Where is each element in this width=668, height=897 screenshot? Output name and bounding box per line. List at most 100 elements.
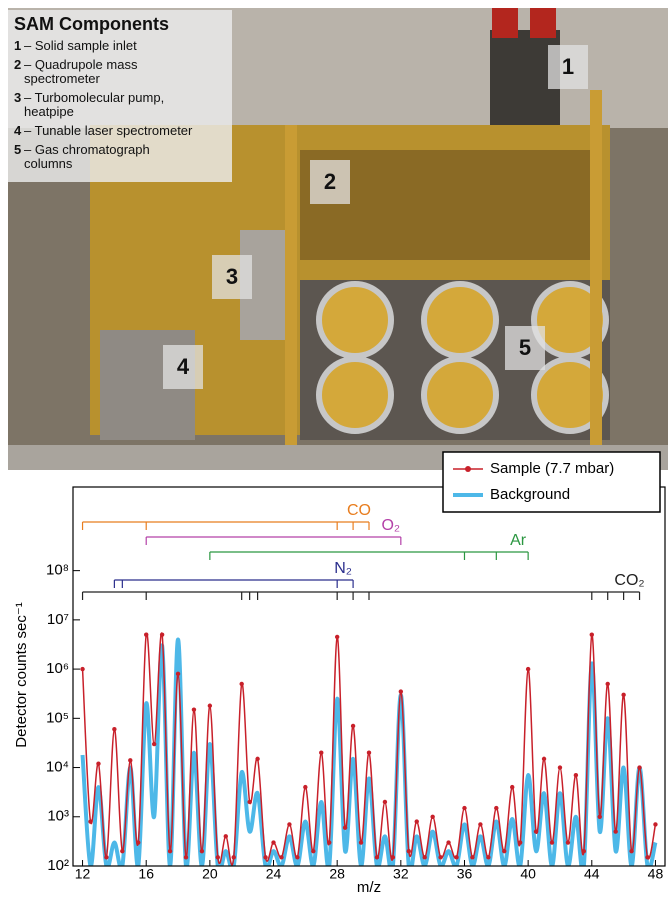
data-point: [613, 829, 618, 834]
component-text: – Gas chromatograph columns: [24, 142, 150, 171]
data-point: [557, 765, 563, 770]
x-tick-label: 16: [138, 866, 154, 882]
photo-marker: 4: [163, 345, 203, 389]
component-text: – Turbomolecular pump, heatpipe: [24, 90, 165, 119]
photo-marker: 3: [212, 255, 252, 299]
annotation-label: CO₂: [614, 572, 644, 589]
data-point: [311, 848, 316, 854]
component-item: 4– Tunable laser spectrometer: [14, 124, 226, 138]
component-number: 2: [14, 57, 22, 72]
data-point: [462, 805, 467, 811]
data-point: [637, 765, 642, 770]
legend-box: [442, 451, 661, 513]
data-point: [541, 756, 547, 762]
x-tick-label: 36: [457, 866, 473, 882]
x-tick-label: 44: [584, 866, 600, 882]
data-point: [533, 829, 539, 834]
x-tick-label: 20: [202, 866, 218, 882]
data-point: [104, 855, 109, 860]
data-point: [175, 671, 181, 677]
photo-marker: 5: [505, 326, 545, 370]
data-point: [510, 784, 515, 790]
data-point: [573, 772, 579, 778]
data-point: [334, 634, 340, 640]
y-tick-label: 10⁴: [46, 759, 69, 776]
annotation-label: Ar: [510, 532, 527, 549]
data-point: [239, 681, 244, 687]
data-point: [80, 666, 85, 672]
data-point: [502, 848, 507, 854]
data-point: [430, 814, 435, 819]
component-item: 2– Quadrupole mass spectrometer: [14, 58, 226, 86]
post: [590, 90, 602, 450]
plot-frame: [72, 486, 666, 867]
data-point: [470, 855, 475, 860]
data-point: [271, 840, 276, 845]
data-point: [629, 848, 634, 854]
data-point: [605, 681, 610, 687]
data-point: [247, 799, 252, 805]
component-number: 4: [14, 123, 22, 138]
photo-title: SAM Components: [14, 14, 169, 34]
data-point: [398, 689, 404, 694]
component-number: 3: [14, 90, 22, 105]
data-point: [358, 840, 364, 845]
y-tick-label: 10⁸: [46, 562, 69, 579]
data-point: [223, 834, 228, 839]
photo-marker: 1: [548, 45, 588, 89]
x-tick-label: 12: [75, 866, 91, 882]
data-point: [231, 855, 236, 860]
inlet-cap: [530, 8, 556, 38]
legend-marker: [465, 466, 471, 472]
data-point: [263, 855, 268, 860]
component-item: 5– Gas chromatograph columns: [14, 143, 226, 171]
data-point: [494, 805, 499, 811]
module: [300, 150, 600, 260]
data-point: [207, 703, 213, 708]
data-point: [199, 848, 205, 854]
component-number: 1: [14, 38, 22, 53]
photo-marker: 2: [310, 160, 350, 204]
component-text: – Solid sample inlet: [24, 38, 137, 53]
y-tick-label: 10⁶: [46, 660, 69, 677]
data-point: [366, 750, 372, 755]
data-point: [88, 819, 93, 824]
data-point: [390, 855, 396, 860]
data-point: [382, 799, 388, 805]
data-point: [486, 855, 491, 860]
data-point: [406, 848, 411, 854]
component-text: – Tunable laser spectrometer: [24, 123, 193, 138]
data-point: [303, 784, 308, 790]
annotation-label: N₂: [334, 560, 352, 577]
data-point: [279, 855, 284, 860]
x-tick-label: 32: [393, 866, 409, 882]
data-point: [581, 848, 587, 854]
data-point: [112, 727, 117, 732]
data-point: [653, 822, 658, 827]
annotation-label: O₂: [381, 517, 400, 534]
data-point: [295, 855, 300, 860]
data-point: [597, 814, 602, 819]
data-point: [215, 855, 221, 860]
x-tick-label: 24: [266, 866, 282, 882]
legend-box: SAM Components 1– Solid sample inlet 2– Q…: [8, 10, 232, 182]
x-axis-label: m/z: [357, 879, 381, 896]
x-tick-label: 40: [520, 866, 536, 882]
gc-columns: [316, 281, 609, 434]
data-point: [525, 666, 531, 672]
data-point: [342, 825, 348, 830]
data-point: [414, 819, 419, 824]
data-point: [454, 855, 459, 860]
data-point: [128, 758, 133, 763]
data-point: [327, 840, 332, 845]
component-number: 5: [14, 142, 22, 157]
data-point: [96, 761, 101, 766]
x-tick-label: 48: [648, 866, 664, 882]
y-tick-label: 10²: [47, 857, 69, 874]
data-point: [478, 822, 483, 827]
data-point: [422, 855, 427, 860]
data-point: [120, 848, 125, 854]
data-point: [183, 855, 189, 860]
